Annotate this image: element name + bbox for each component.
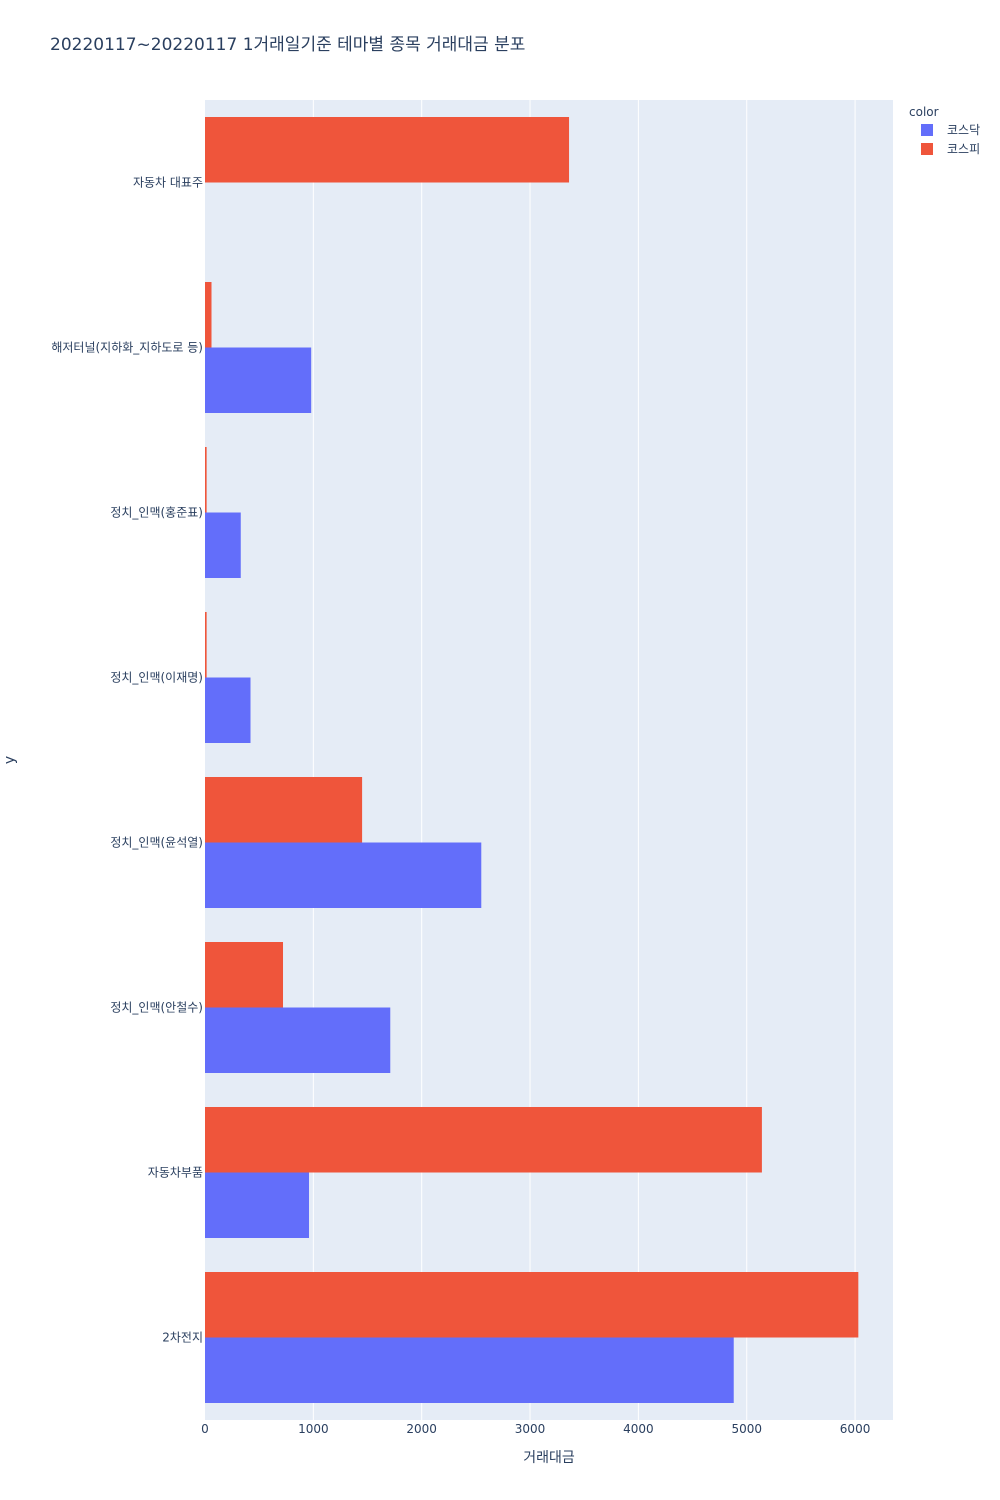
bar-kosdaq [205,677,251,743]
y-tick-label: 자동차부품 [148,1166,203,1180]
y-tick-label: 정치_인맥(윤석열) [110,836,203,850]
bar-kosdaq [205,1007,391,1073]
bar-kospi [205,117,570,183]
bar-kosdaq [205,347,312,413]
bar-kospi [205,942,284,1008]
y-tick-label: 정치_인맥(홍준표) [110,506,203,520]
y-tick-label: 2차전지 [162,1331,203,1345]
legend-swatch [921,124,933,136]
bar-kosdaq [205,842,482,908]
x-tick-label: 6000 [840,1422,871,1436]
x-tick-label: 3000 [515,1422,546,1436]
plot-area [205,100,893,1420]
y-axis-title: y [2,756,18,764]
x-tick-label: 5000 [731,1422,762,1436]
bar-kospi [205,447,207,513]
bar-kosdaq [205,1337,734,1403]
y-tick-label: 해저터널(지하화_지하도로 등) [51,341,203,355]
x-tick-labels: 0 1000 2000 3000 4000 5000 6000 [201,1422,870,1436]
x-tick-label: 4000 [623,1422,654,1436]
gridlines [312,100,856,1420]
bar-kospi [205,777,363,843]
legend-label: 코스피 [947,142,980,156]
y-tick-label: 정치_인맥(안철수) [110,1001,203,1015]
x-tick-label: 1000 [298,1422,329,1436]
bars [205,117,859,1403]
legend-title: color [909,105,939,119]
legend-swatch [921,143,933,155]
legend-label: 코스닥 [947,123,980,137]
y-tick-label: 정치_인맥(이재명) [110,671,203,685]
y-tick-label: 자동차 대표주 [133,176,203,190]
bar-kospi [205,612,207,678]
x-axis-title: 거래대금 [523,1450,575,1466]
x-tick-label: 0 [201,1422,209,1436]
bar-kospi [205,1272,859,1338]
bar-kosdaq [205,512,241,578]
bar-kosdaq [205,1172,310,1238]
chart-title: 20220117~20220117 1거래일기준 테마별 종목 거래대금 분포 [50,35,525,55]
bar-kospi [205,1107,762,1173]
x-tick-label: 2000 [406,1422,437,1436]
bar-kospi [205,282,212,348]
